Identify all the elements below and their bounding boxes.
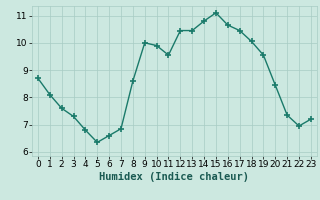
X-axis label: Humidex (Indice chaleur): Humidex (Indice chaleur) xyxy=(100,172,249,182)
